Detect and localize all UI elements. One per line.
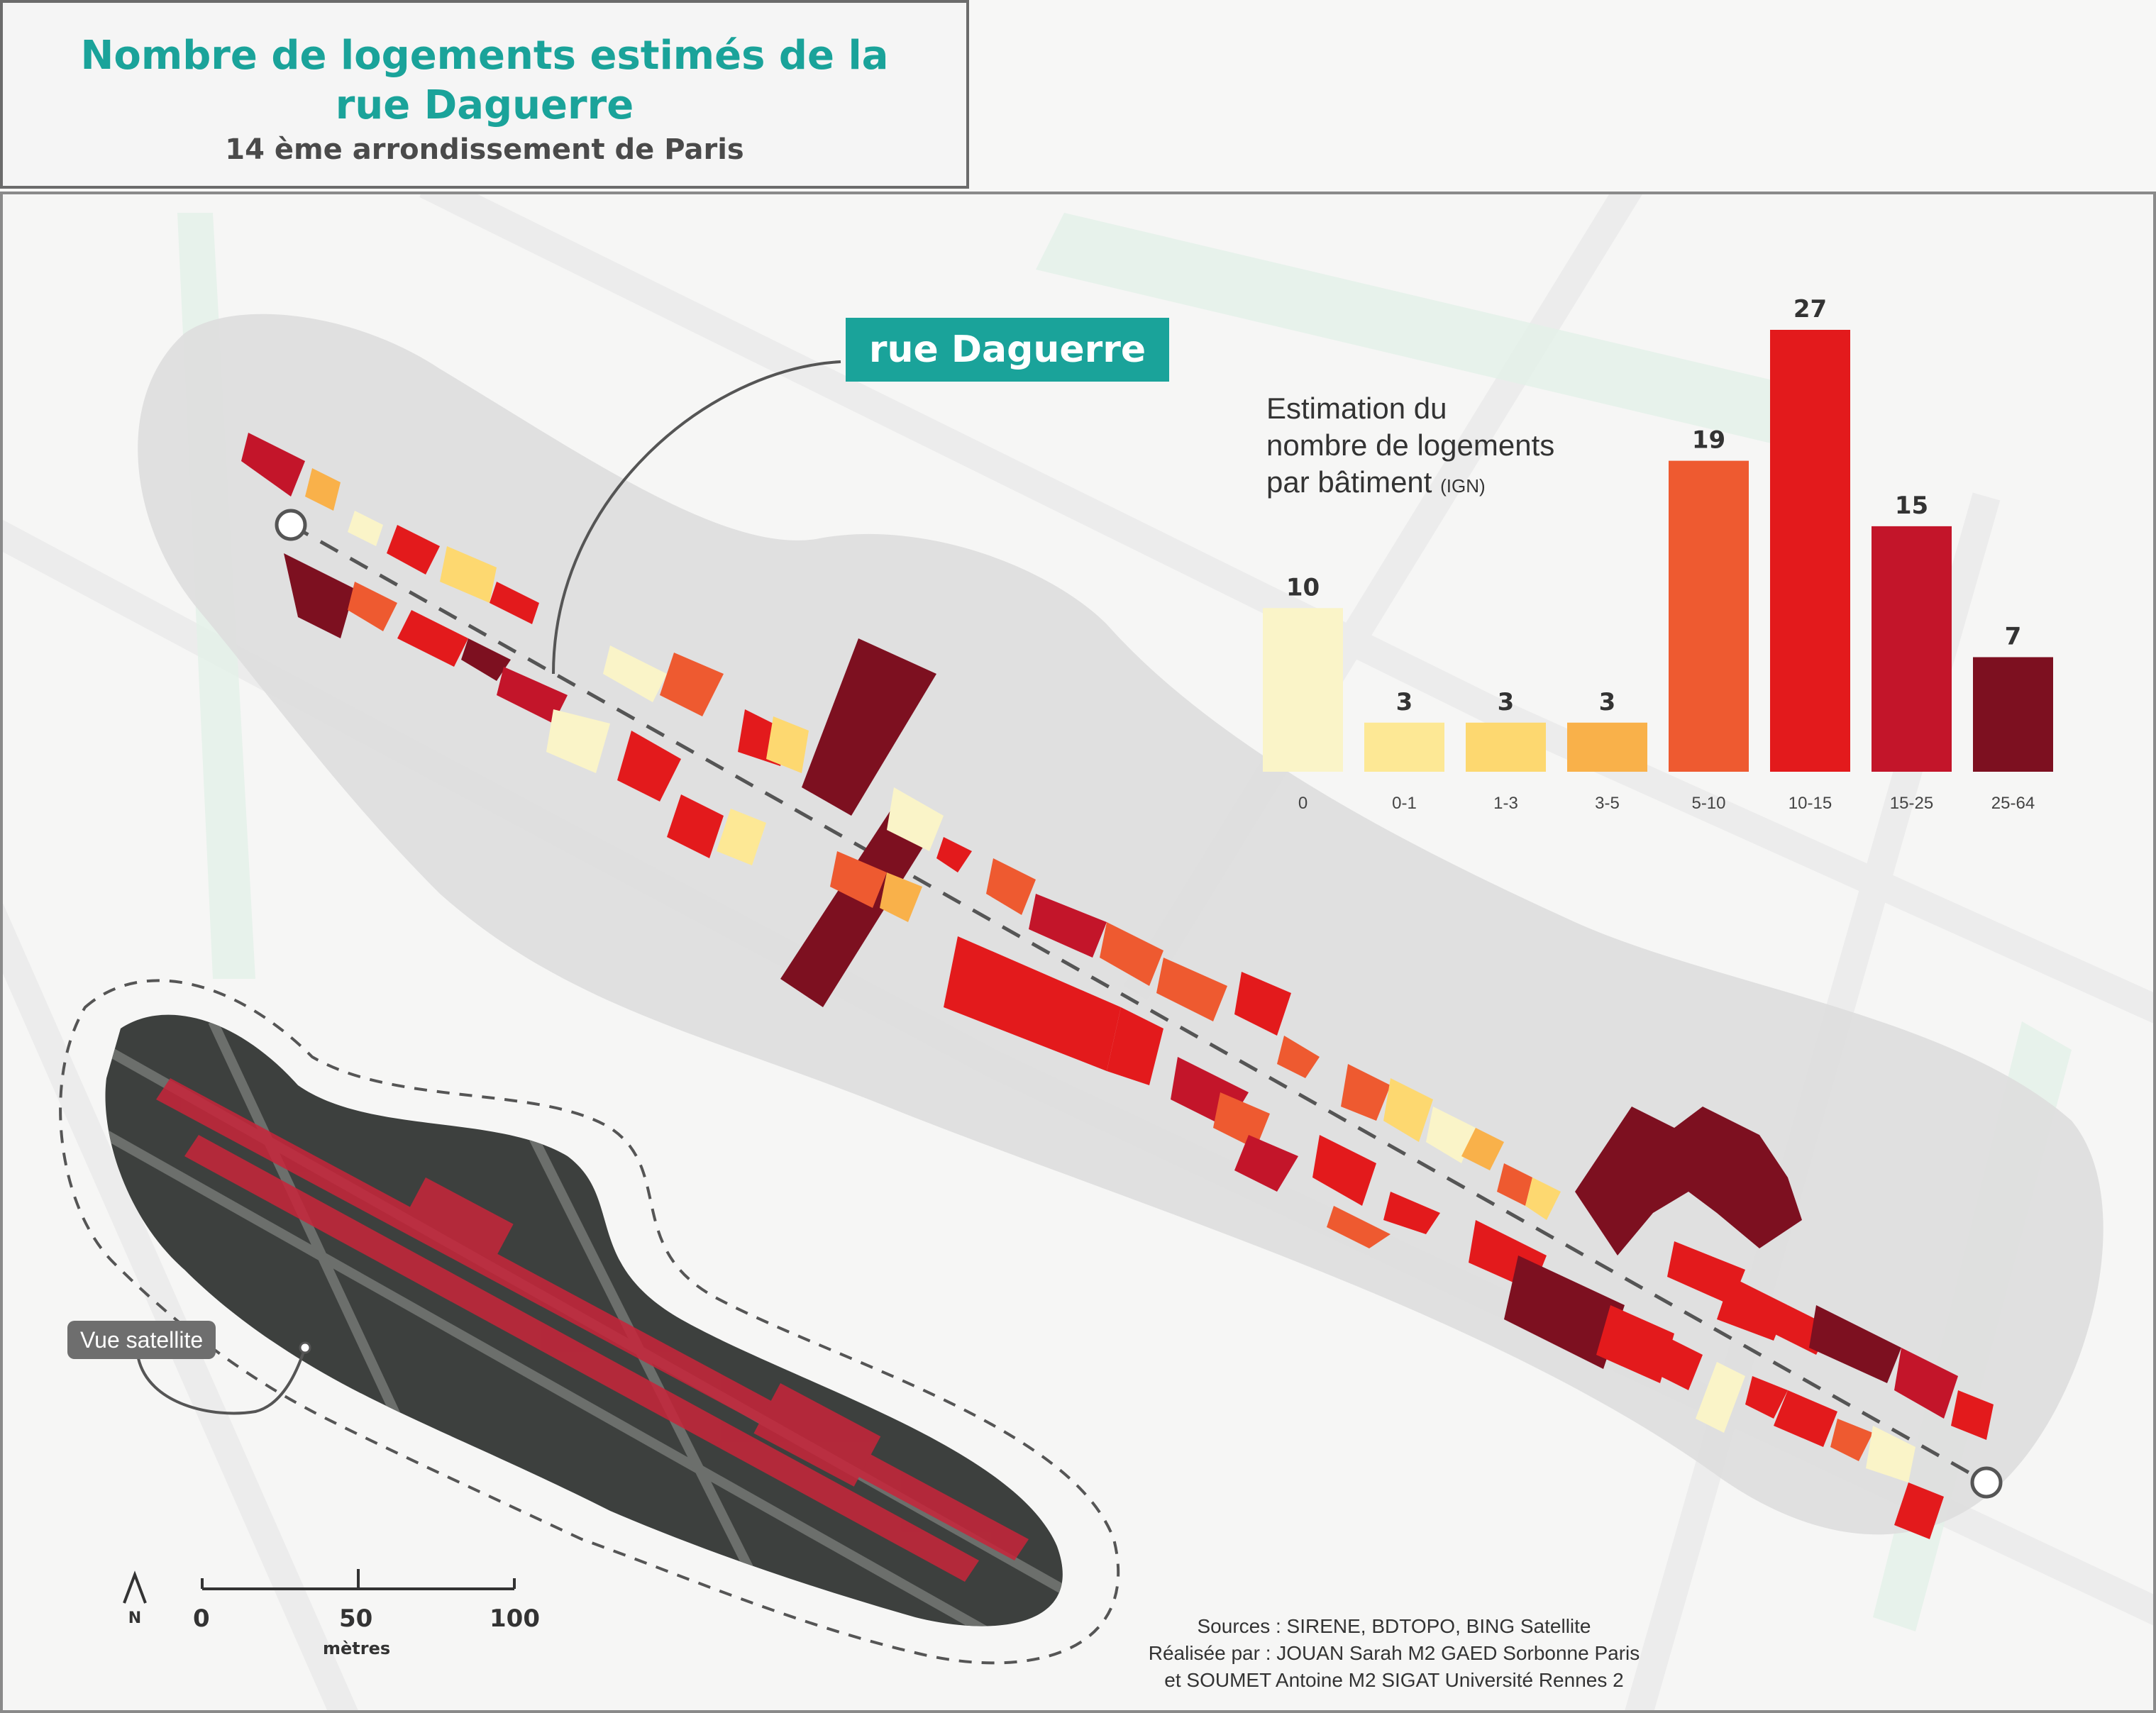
satellite-view-label: Vue satellite [67, 1321, 216, 1359]
histogram-title-line-1: Estimation du [1266, 392, 1447, 425]
histogram-value-label: 19 [1692, 426, 1725, 455]
street-name-label: rue Daguerre [846, 318, 1169, 382]
street-end-marker [1970, 1466, 2003, 1499]
sources-line-2: Réalisée par : JOUAN Sarah M2 GAED Sorbo… [1148, 1642, 1640, 1664]
histogram-value-label: 27 [1793, 295, 1827, 323]
histogram-category-label: 0-1 [1392, 794, 1417, 813]
histogram-title-line-3: par bâtiment (IGN) [1266, 464, 1554, 504]
building-footprints [241, 433, 1994, 1539]
histogram-bar [1872, 526, 1952, 772]
map-frame [0, 192, 2156, 1713]
histogram-value-label: 7 [2005, 622, 2022, 650]
histogram-title-line-2: nombre de logements [1266, 428, 1555, 462]
scale-tick-100: 100 [490, 1604, 540, 1633]
histogram-bar [1466, 722, 1546, 772]
histogram-bar [1770, 330, 1850, 772]
histogram-category-label: 1-3 [1493, 794, 1518, 813]
histogram-bar [1364, 722, 1444, 772]
scale-bar [201, 1569, 516, 1590]
histogram-value-label: 3 [1599, 688, 1616, 716]
scale-tick-50: 50 [339, 1604, 373, 1633]
housing-histogram: 10 0 3 0-1 3 1-3 3 3-5 19 5-10 27 10-15 15 15-25 7 25-6… [1263, 295, 2053, 813]
title-box: Nombre de logements estimés de la rue Da… [0, 0, 969, 189]
histogram-bar [1263, 608, 1343, 772]
histogram-category-label: 3-5 [1595, 794, 1620, 813]
street-label-leader [552, 360, 841, 675]
histogram-value-label: 15 [1895, 492, 1928, 520]
histogram-title: Estimation du nombre de logements par bâ… [1266, 390, 1554, 504]
histogram-category-label: 25-64 [1991, 794, 2035, 813]
histogram-title-line-3-text: par bâtiment [1266, 465, 1432, 499]
histogram-value-label: 3 [1498, 688, 1515, 716]
street-centerline [289, 523, 1988, 1485]
satellite-inset-outline [59, 979, 1120, 1665]
histogram-bar [1669, 460, 1749, 772]
histogram-bar [1973, 657, 2053, 772]
histogram-category-label: 5-10 [1691, 794, 1725, 813]
histogram-bar [1567, 722, 1647, 772]
sources-credits: Sources : SIRENE, BDTOPO, BING Satellite… [1093, 1613, 1696, 1694]
title-line-2: rue Daguerre [335, 82, 634, 128]
scale-unit: mètres [323, 1639, 391, 1658]
street-start-marker [275, 509, 307, 541]
map-title: Nombre de logements estimés de la rue Da… [3, 31, 966, 131]
histogram-category-label: 0 [1298, 794, 1308, 813]
map-subtitle: 14 ème arrondissement de Paris [225, 133, 744, 166]
sources-line-1: Sources : SIRENE, BDTOPO, BING Satellite [1197, 1615, 1591, 1637]
histogram-value-label: 3 [1396, 688, 1413, 716]
satellite-leader [137, 1347, 306, 1415]
histogram-title-unit: (IGN) [1440, 475, 1486, 497]
sources-line-3: et SOUMET Antoine M2 SIGAT Université Re… [1164, 1669, 1624, 1691]
scale-tick-0: 0 [193, 1604, 210, 1633]
histogram-category-label: 15-25 [1890, 794, 1933, 813]
histogram-value-label: 10 [1286, 573, 1320, 602]
histogram-category-label: 10-15 [1789, 794, 1832, 813]
title-line-1: Nombre de logements estimés de la [80, 33, 889, 79]
north-arrow-icon [123, 1570, 147, 1604]
north-label: N [128, 1609, 141, 1627]
